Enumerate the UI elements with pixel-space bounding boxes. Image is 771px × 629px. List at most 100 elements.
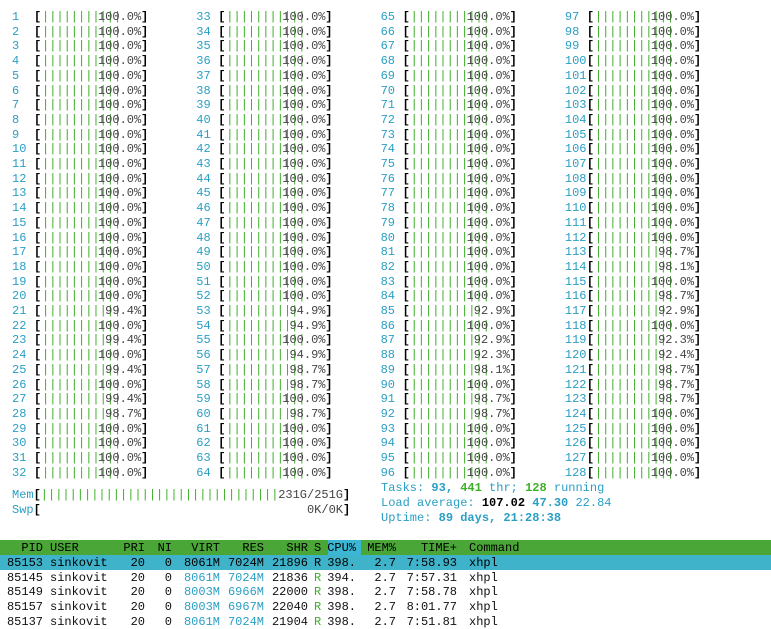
cpu-label: 88: [380, 348, 395, 363]
bracket: [: [218, 245, 226, 260]
cpu-percent: 100.0%: [466, 436, 510, 451]
cpu-percent: 100.0%: [97, 245, 142, 260]
bracket: ]: [509, 259, 517, 274]
cpu-percent: 100.0%: [97, 289, 142, 304]
process-cell: 7:58.93: [406, 556, 457, 570]
bracket: [: [34, 157, 42, 171]
bracket: [: [218, 406, 226, 421]
bracket: ]: [141, 98, 149, 113]
usage-bar: |||||||||||: [594, 98, 675, 113]
cpu-percent: 100.0%: [282, 127, 326, 142]
bracket: [: [218, 201, 226, 216]
cpu-label: 101: [564, 68, 587, 83]
usage-bar: |||||||||||: [410, 289, 490, 304]
tasks-line: Tasks: 93, 441 thr; 128 running: [381, 481, 604, 495]
cpu-percent: 100.0%: [282, 436, 326, 451]
bracket: [: [402, 289, 410, 304]
cpu-label: 61: [196, 421, 211, 436]
process-cell: 2.7: [374, 556, 396, 570]
usage-bar: |||||||||||: [594, 451, 675, 465]
bracket: [: [586, 54, 595, 69]
process-cell: 21904: [271, 614, 308, 629]
bracket: [: [34, 318, 42, 333]
bracket: [: [218, 377, 226, 392]
cpu-percent: 98.7%: [658, 245, 695, 260]
cpu-percent: 99.4%: [105, 304, 142, 318]
bracket: [: [34, 348, 42, 363]
bracket: [: [402, 24, 410, 39]
cpu-percent: 100.0%: [650, 10, 695, 24]
tasks-part: 128: [525, 481, 547, 495]
bracket: ]: [509, 54, 517, 69]
usage-bar: |||||||||||: [226, 171, 306, 186]
tasks-part: running: [553, 481, 605, 495]
cpu-label: 44: [196, 171, 211, 186]
bracket: [: [34, 142, 42, 157]
cpu-percent: 100.0%: [97, 24, 142, 39]
cpu-percent: 92.4%: [658, 348, 695, 363]
cpu-percent: 100.0%: [282, 421, 326, 436]
bracket: ]: [509, 83, 517, 98]
cpu-percent: 100.0%: [97, 421, 142, 436]
bracket: ]: [141, 318, 149, 333]
cpu-percent: 98.7%: [473, 406, 510, 421]
cpu-label: 28: [12, 406, 27, 421]
bracket: [: [402, 451, 410, 465]
usage-bar: ||||||||||: [594, 333, 667, 348]
bracket: [: [402, 259, 410, 274]
cpu-percent: 100.0%: [282, 142, 326, 157]
usage-bar: |||||||||||: [410, 465, 490, 480]
bracket: [: [218, 348, 226, 363]
bracket: ]: [141, 201, 149, 216]
usage-bar: |||||||||||: [410, 215, 490, 230]
cpu-label: 23: [12, 333, 27, 348]
memory-label: Mem: [12, 488, 34, 502]
bracket: [: [402, 142, 410, 157]
cpu-percent: 100.0%: [650, 230, 695, 245]
bracket: ]: [325, 112, 333, 127]
cpu-label: 40: [196, 112, 211, 127]
cpu-percent: 100.0%: [97, 259, 142, 274]
bracket: ]: [325, 289, 333, 304]
usage-bar: |||||||||||: [594, 186, 675, 201]
usage-bar: |||||||||||: [226, 289, 306, 304]
usage-bar: |||||||||||: [410, 186, 490, 201]
bracket: [: [586, 451, 595, 465]
bracket: [: [402, 68, 410, 83]
cpu-label: 16: [12, 230, 27, 245]
bracket: [: [586, 112, 595, 127]
usage-bar: |||||||||||: [226, 68, 306, 83]
bracket: ]: [325, 421, 333, 436]
cpu-label: 47: [196, 215, 211, 230]
bracket: ]: [141, 333, 149, 348]
cpu-percent: 100.0%: [282, 465, 326, 480]
cpu-label: 17: [12, 245, 27, 260]
usage-bar: |||||||||||: [410, 245, 490, 260]
bracket: ]: [141, 304, 149, 318]
process-cell: R: [314, 570, 322, 585]
cpu-label: 8: [12, 112, 20, 127]
process-cell: 7024M: [227, 570, 264, 585]
bracket: [: [586, 39, 595, 54]
bracket: [: [586, 348, 595, 363]
process-cell: 8003M: [183, 600, 220, 615]
usage-bar: |||||||||||: [594, 10, 675, 24]
cpu-label: 42: [196, 142, 211, 157]
process-cell: 7024M: [227, 614, 264, 629]
bracket: ]: [693, 215, 702, 230]
bracket: ]: [509, 245, 517, 260]
process-cell: 7:51.81: [406, 614, 457, 629]
cpu-label: 75: [380, 157, 395, 171]
process-cell: 7:57.31: [406, 570, 457, 585]
cpu-label: 12: [12, 171, 27, 186]
cpu-percent: 100.0%: [650, 318, 695, 333]
usage-bar: |||||||||||: [226, 436, 306, 451]
bracket: ]: [325, 436, 333, 451]
process-cell: 394.: [327, 570, 356, 585]
usage-bar: |||||||||||: [42, 348, 122, 363]
bracket: [: [34, 245, 42, 260]
usage-bar: |||||||||||: [410, 10, 490, 24]
bracket: [: [218, 10, 226, 24]
bracket: ]: [141, 54, 149, 69]
